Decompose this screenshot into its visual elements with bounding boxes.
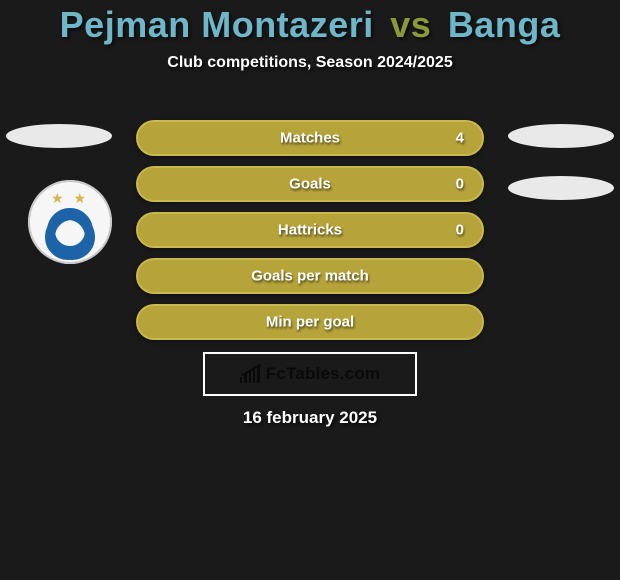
- stat-row-matches: Matches 4: [136, 120, 484, 156]
- right-placeholder-ellipse-1: [508, 124, 614, 148]
- player1-name: Pejman Montazeri: [60, 4, 374, 45]
- stat-value: 4: [456, 130, 464, 147]
- stat-label: Min per goal: [138, 314, 482, 331]
- club-crest-esteghlal: ★ ★: [28, 180, 112, 264]
- stat-label: Goals per match: [138, 268, 482, 285]
- bar-chart-icon: [240, 365, 260, 383]
- vs-separator: vs: [390, 4, 431, 45]
- right-placeholder-ellipse-2: [508, 176, 614, 200]
- subheading: Club competitions, Season 2024/2025: [0, 54, 620, 72]
- stat-row-goals: Goals 0: [136, 166, 484, 202]
- brand-text: FcTables.com: [266, 364, 381, 384]
- stat-label: Matches: [138, 130, 482, 147]
- snapshot-date: 16 february 2025: [0, 408, 620, 428]
- stat-row-goals-per-match: Goals per match: [136, 258, 484, 294]
- stats-list: Matches 4 Goals 0 Hattricks 0 Goals per …: [136, 120, 484, 340]
- crest-stars-icon: ★ ★: [51, 190, 89, 207]
- player2-name: Banga: [448, 4, 561, 45]
- stat-row-hattricks: Hattricks 0: [136, 212, 484, 248]
- stat-value: 0: [456, 222, 464, 239]
- brand-watermark: FcTables.com: [203, 352, 417, 396]
- comparison-headline: Pejman Montazeri vs Banga: [0, 0, 620, 46]
- stat-value: 0: [456, 176, 464, 193]
- crest-rings-icon: [47, 208, 93, 254]
- stat-label: Hattricks: [138, 222, 482, 239]
- stat-label: Goals: [138, 176, 482, 193]
- stat-row-min-per-goal: Min per goal: [136, 304, 484, 340]
- left-placeholder-ellipse: [6, 124, 112, 148]
